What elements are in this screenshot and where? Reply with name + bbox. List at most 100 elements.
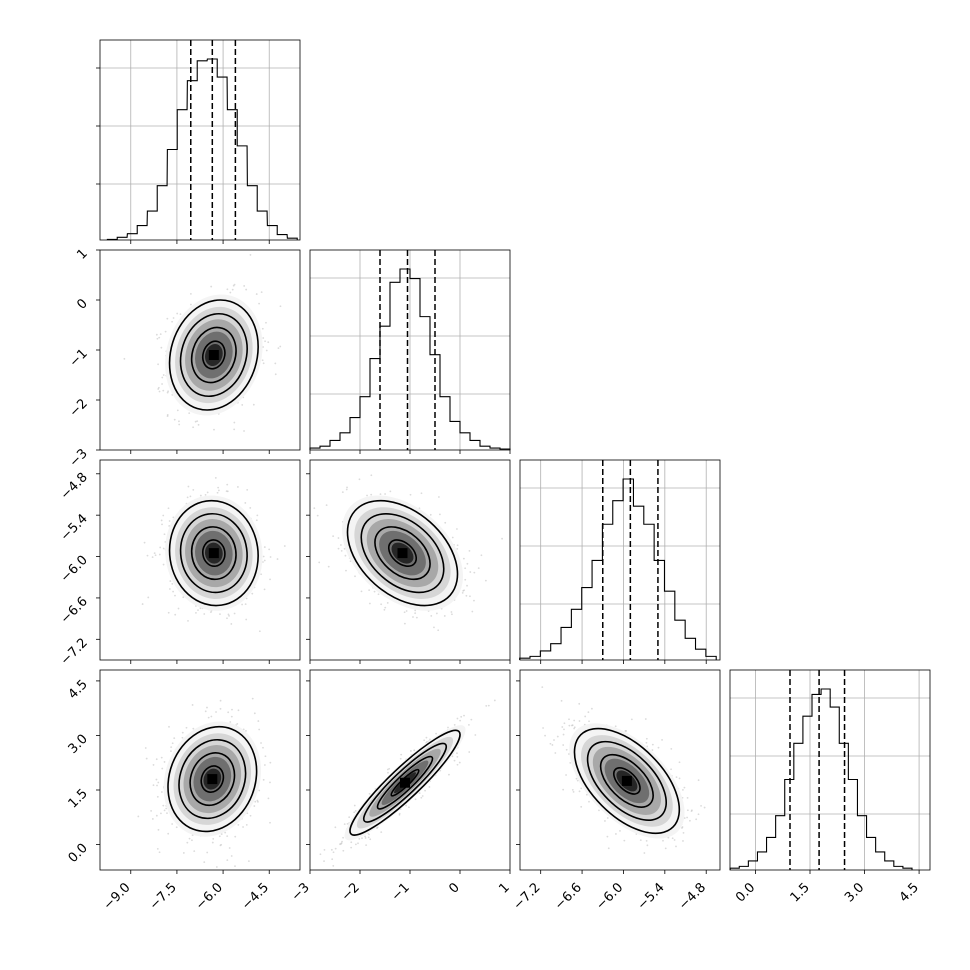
scatter-point — [323, 848, 326, 851]
scatter-point — [211, 841, 214, 844]
scatter-point — [236, 723, 239, 725]
scatter-point — [161, 383, 163, 385]
scatter-point — [353, 804, 356, 807]
scatter-point — [263, 588, 266, 591]
scatter-point — [437, 629, 440, 632]
scatter-point — [412, 616, 414, 618]
scatter-point — [206, 706, 208, 709]
scatter-point — [203, 861, 206, 864]
scatter-point — [686, 816, 688, 819]
y-tick-label: 4.5 — [66, 677, 91, 702]
scatter-point — [262, 778, 265, 781]
scatter-point — [186, 496, 189, 499]
scatter-point — [388, 767, 391, 770]
scatter-point — [614, 725, 617, 728]
x-tick-label: 0.0 — [733, 880, 758, 905]
scatter-point — [623, 839, 626, 842]
scatter-point — [358, 837, 361, 840]
scatter-point — [429, 738, 431, 741]
scatter-point — [274, 362, 277, 365]
scatter-point — [262, 561, 264, 563]
scatter-point — [456, 547, 459, 550]
scatter-point — [174, 613, 177, 616]
scatter-point — [166, 812, 168, 815]
scatter-point — [263, 559, 266, 562]
scatter-point — [450, 611, 453, 613]
scatter-point — [350, 846, 353, 849]
histogram-2 — [519, 478, 717, 660]
y-tick-label: −3 — [67, 446, 91, 470]
scatter-point — [334, 847, 337, 850]
scatter-point — [224, 831, 227, 834]
scatter-point — [264, 755, 267, 758]
scatter-point — [261, 327, 264, 330]
scatter-point — [174, 594, 176, 597]
scatter-point — [661, 739, 663, 741]
scatter-point — [166, 415, 169, 417]
panel-body — [137, 697, 272, 868]
scatter-point — [342, 836, 344, 839]
scatter-point — [264, 340, 266, 343]
scatter-point — [277, 347, 280, 350]
scatter-point — [137, 815, 140, 818]
scatter-point — [161, 767, 164, 770]
scatter-point — [144, 747, 147, 749]
scatter-point — [227, 711, 230, 714]
scatter-point — [468, 549, 471, 552]
scatter-point — [383, 608, 386, 611]
density-peak — [397, 548, 408, 559]
scatter-point — [167, 507, 170, 510]
scatter-point — [366, 494, 368, 497]
scatter-point — [334, 826, 337, 829]
scatter-point — [258, 728, 261, 731]
scatter-point — [675, 845, 677, 848]
scatter-point — [185, 726, 188, 729]
scatter-point — [258, 302, 260, 305]
y-tick-label: 0 — [74, 296, 90, 312]
scatter-point — [234, 835, 237, 838]
scatter-point — [354, 809, 357, 812]
scatter-point — [644, 718, 647, 720]
scatter-point — [344, 554, 347, 557]
scatter-point — [256, 799, 259, 802]
contour-line — [179, 512, 248, 594]
scatter-point — [337, 537, 340, 539]
y-axis-ticks: −3−2−101 — [67, 246, 100, 470]
contour-line — [167, 725, 258, 833]
scatter-point — [234, 865, 236, 867]
scatter-point — [147, 596, 150, 599]
scatter-point — [244, 502, 247, 504]
scatter-point — [187, 620, 189, 622]
scatter-point — [233, 283, 236, 286]
scatter-point — [350, 841, 353, 844]
scatter-point — [173, 418, 176, 421]
scatter-point — [243, 285, 246, 287]
y-tick-label: 1 — [74, 246, 90, 262]
scatter-point — [171, 582, 174, 585]
scatter-point — [265, 349, 268, 352]
scatter-point — [229, 291, 232, 294]
x-tick-label: 4.5 — [897, 880, 922, 905]
scatter-point — [244, 603, 247, 606]
scatter-point — [358, 478, 361, 481]
scatter-point — [190, 303, 192, 306]
scatter-point — [556, 735, 559, 738]
scatter-point — [212, 837, 215, 840]
scatter-point — [456, 752, 458, 755]
scatter-point — [405, 804, 407, 807]
scatter-panel-2-0 — [99, 459, 301, 661]
scatter-point — [439, 513, 441, 516]
density-peak — [208, 548, 219, 559]
scatter-point — [181, 736, 184, 739]
scatter-point — [157, 388, 160, 390]
scatter-point — [215, 866, 218, 868]
y-tick-label: 3.0 — [66, 732, 91, 757]
scatter-point — [249, 814, 252, 817]
contour-line — [168, 499, 259, 607]
scatter-point — [176, 312, 179, 315]
scatter-point — [163, 533, 166, 536]
scatter-point — [150, 810, 152, 812]
scatter-point — [480, 554, 483, 557]
scatter-point — [423, 739, 426, 742]
scatter-point — [219, 613, 221, 616]
